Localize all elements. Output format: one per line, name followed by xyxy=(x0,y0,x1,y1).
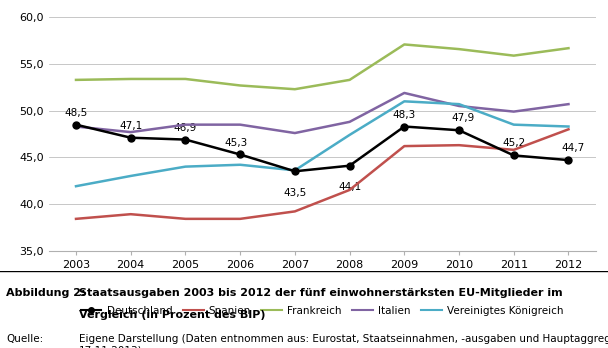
Text: 48,3: 48,3 xyxy=(393,110,416,120)
Text: 44,1: 44,1 xyxy=(338,182,361,192)
Text: 45,2: 45,2 xyxy=(502,139,525,149)
Text: Staatsausgaben 2003 bis 2012 der fünf einwohnerstärksten EU-Mitglieder im: Staatsausgaben 2003 bis 2012 der fünf ei… xyxy=(79,288,562,298)
Text: 44,7: 44,7 xyxy=(561,143,584,153)
Text: Vergleich (in Prozent des BIP): Vergleich (in Prozent des BIP) xyxy=(79,310,266,320)
Text: 45,3: 45,3 xyxy=(224,137,247,148)
Text: Eigene Darstellung (Daten entnommen aus: Eurostat, Staatseinnahmen, -ausgaben un: Eigene Darstellung (Daten entnommen aus:… xyxy=(79,334,608,348)
Legend: Deutschland, Spanien, Frankreich, Italien, Vereinigtes Königreich: Deutschland, Spanien, Frankreich, Italie… xyxy=(77,302,568,320)
Text: Quelle:: Quelle: xyxy=(6,334,43,344)
Text: 47,9: 47,9 xyxy=(452,113,475,123)
Text: 48,5: 48,5 xyxy=(64,108,88,118)
Text: 47,1: 47,1 xyxy=(119,121,142,131)
Text: Abbildung 2:: Abbildung 2: xyxy=(6,288,86,298)
Text: 43,5: 43,5 xyxy=(283,188,306,198)
Text: 46,9: 46,9 xyxy=(174,122,197,133)
